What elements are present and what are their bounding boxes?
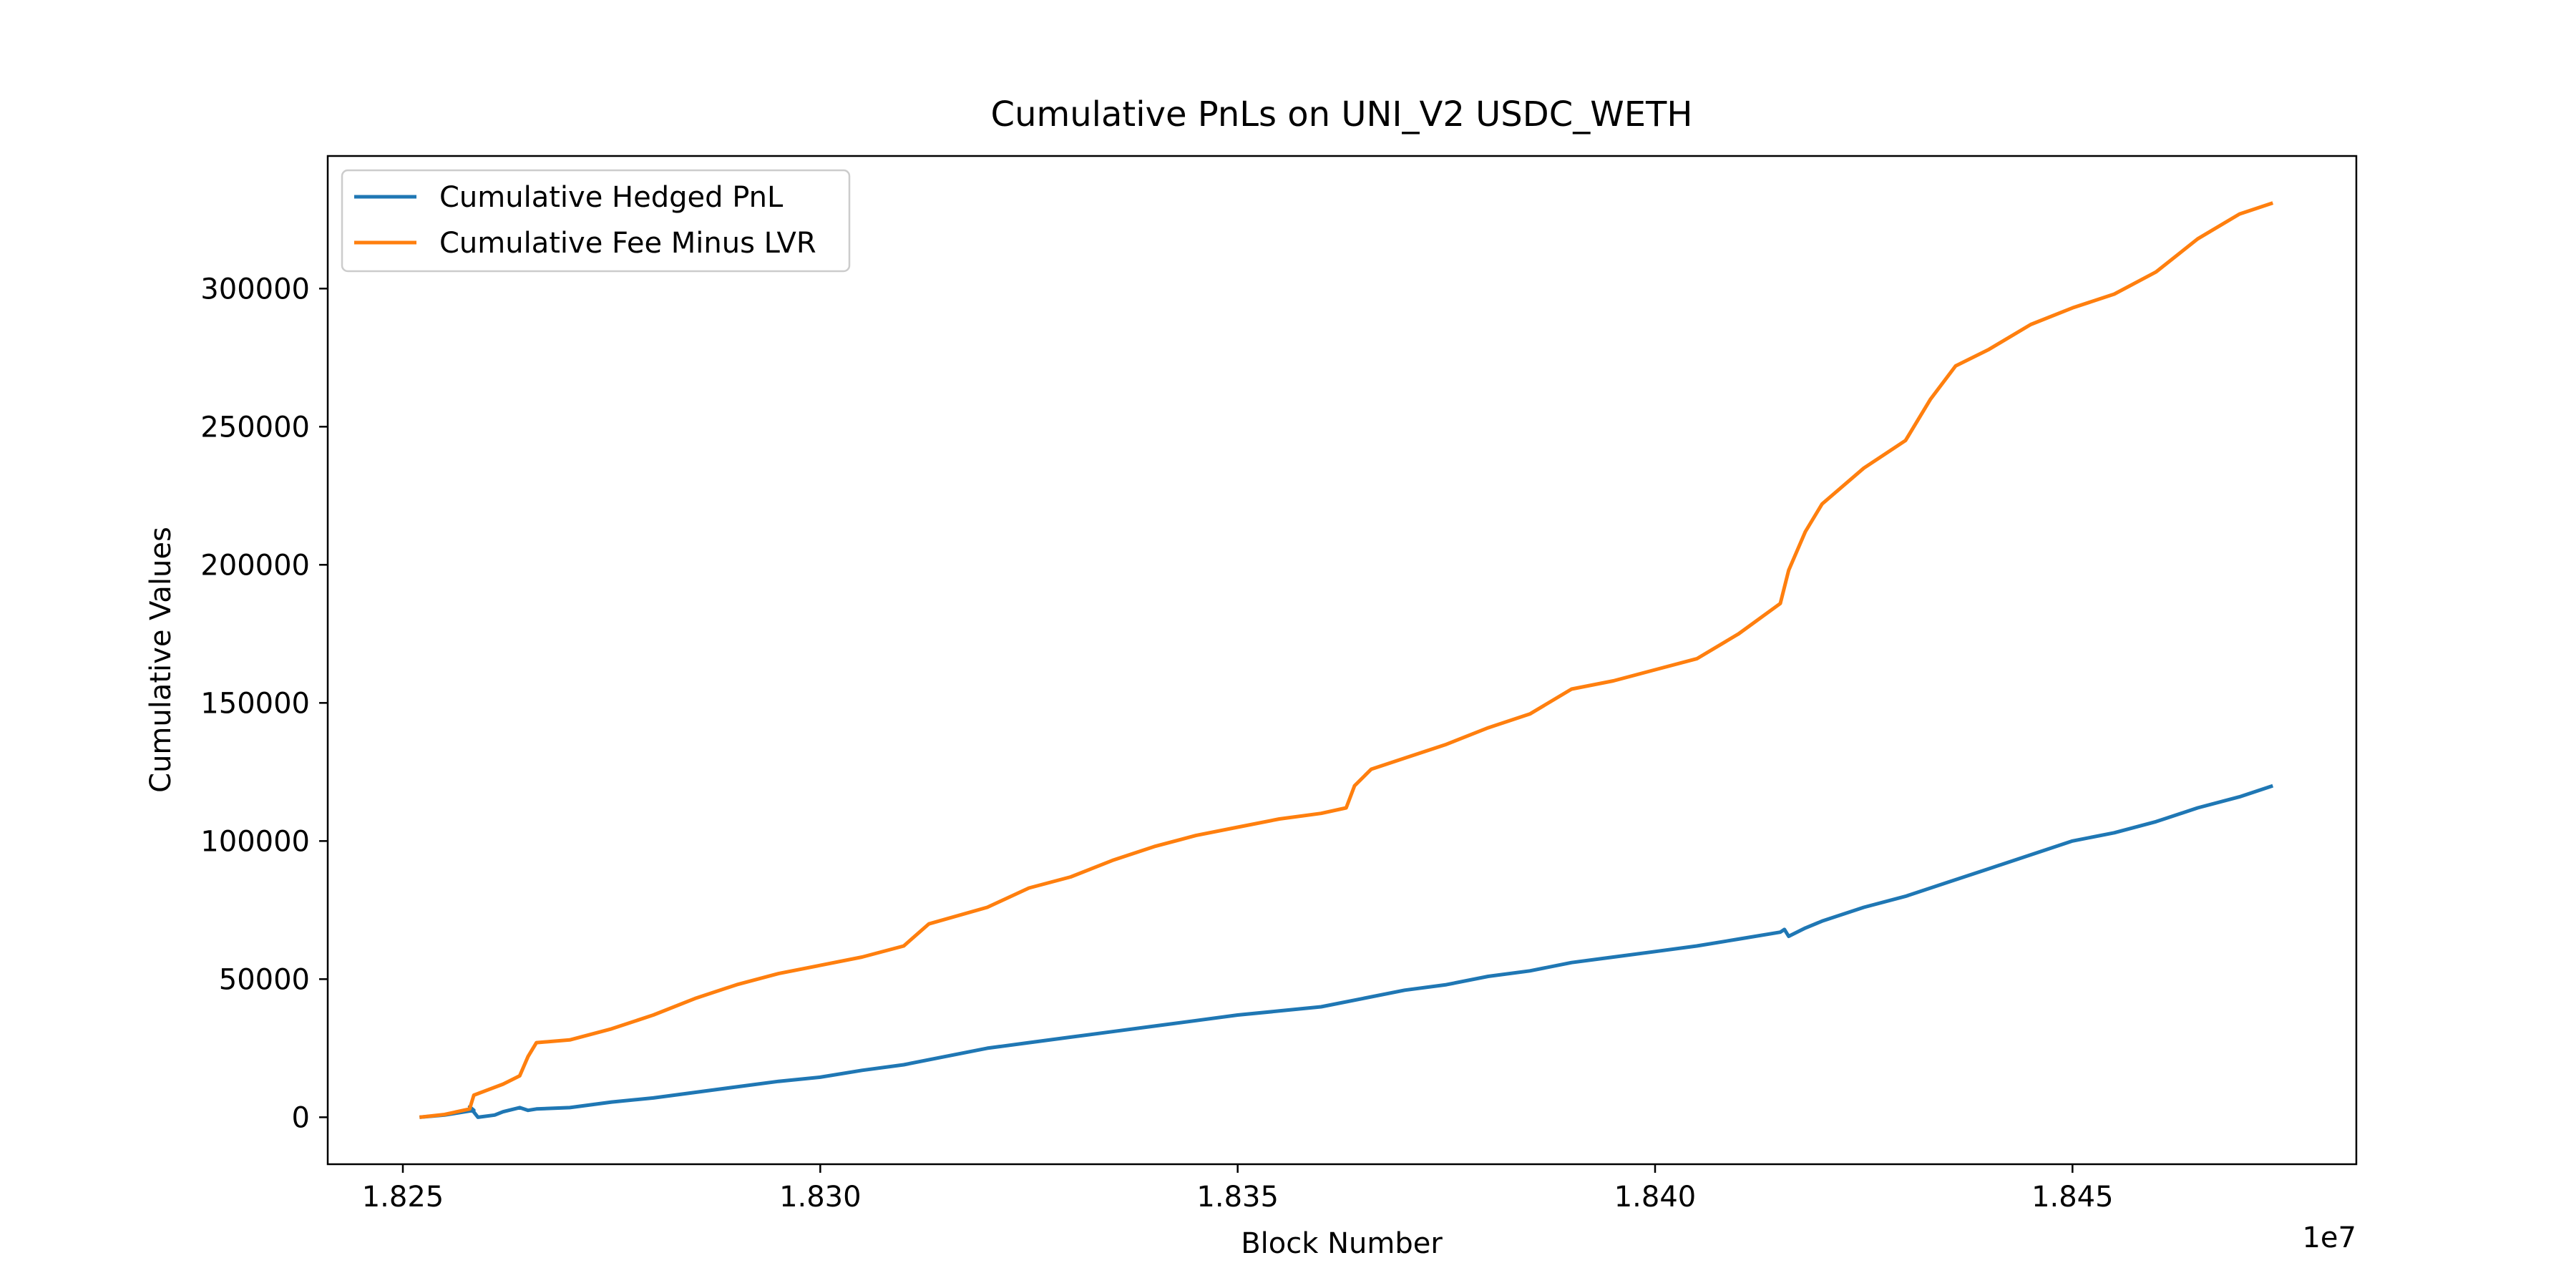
y-tick-label: 150000 — [200, 687, 310, 720]
x-tick-label: 1.825 — [362, 1181, 444, 1214]
legend: Cumulative Hedged PnL Cumulative Fee Min… — [341, 169, 851, 273]
x-tick-label: 1.840 — [1614, 1181, 1697, 1214]
legend-label-fee-minus-lvr: Cumulative Fee Minus LVR — [439, 227, 816, 260]
plot-area-frame — [326, 155, 2358, 1166]
x-tick-label: 1.845 — [2031, 1181, 2114, 1214]
x-tick-label: 1.835 — [1196, 1181, 1279, 1214]
legend-box — [341, 169, 851, 273]
y-tick-label: 300000 — [200, 273, 310, 306]
series-layer — [419, 201, 2274, 1119]
legend-label-hedged-pnl: Cumulative Hedged PnL — [439, 181, 784, 214]
x-tick-label: 1.830 — [779, 1181, 862, 1214]
series-line-fee-minus-lvr — [419, 201, 2274, 1119]
y-tick-label: 0 — [292, 1101, 310, 1134]
y-tick-label: 50000 — [219, 963, 310, 996]
x-axis-ticks: 1.825 1.830 1.835 1.840 1.845 — [362, 1164, 2114, 1214]
x-axis-label: Block Number — [1241, 1227, 1443, 1260]
y-tick-label: 100000 — [200, 825, 310, 858]
chart-title: Cumulative PnLs on UNI_V2 USDC_WETH — [991, 94, 1693, 135]
series-line-hedged-pnl — [419, 784, 2274, 1119]
x-axis-offset-label: 1e7 — [2302, 1221, 2356, 1254]
y-tick-label: 200000 — [200, 549, 310, 582]
y-tick-label: 250000 — [200, 411, 310, 444]
y-axis-label: Cumulative Values — [145, 527, 177, 793]
y-axis-ticks: 0 50000 100000 150000 200000 250000 300000 — [200, 273, 328, 1134]
